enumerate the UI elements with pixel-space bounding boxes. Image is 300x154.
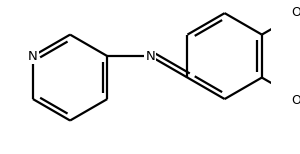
Text: OH: OH xyxy=(291,6,300,18)
Text: N: N xyxy=(28,50,38,63)
Text: N: N xyxy=(146,50,155,63)
Text: OH: OH xyxy=(291,94,300,107)
